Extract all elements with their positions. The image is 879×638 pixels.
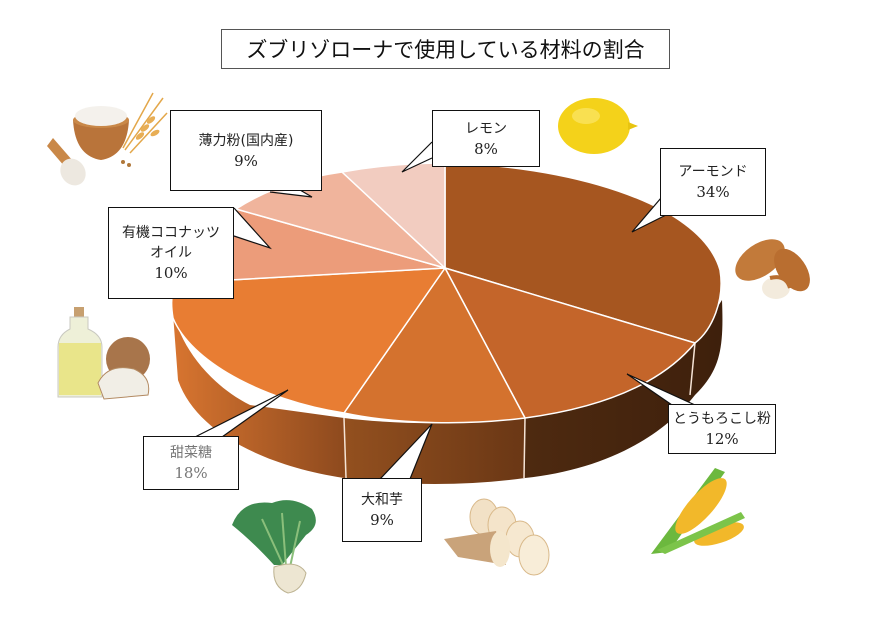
chart-title: ズブリゾローナで使用している材料の割合 <box>221 29 670 69</box>
callout-flour: 薄力粉(国内産) 9% <box>170 110 322 191</box>
flour-image <box>47 92 168 186</box>
coconut-oil-image <box>57 307 150 400</box>
callout-yam: 大和芋 9% <box>342 478 422 542</box>
callout-beet: 甜菜糖 18% <box>143 436 239 490</box>
callout-label-2: オイル <box>150 245 192 261</box>
callout-label: レモン <box>465 120 507 137</box>
almond-image <box>735 239 810 299</box>
callout-label: 甜菜糖 <box>170 445 212 461</box>
callout-percent: 12% <box>705 430 739 448</box>
callout-corn: とうもろこし粉 12% <box>668 404 776 454</box>
callout-label: 薄力粉(国内産) <box>198 132 294 149</box>
callout-label: 大和芋 <box>361 492 403 508</box>
yam-image <box>444 498 550 576</box>
sugar-beet-image <box>232 500 316 594</box>
callout-percent: 10% <box>154 264 188 282</box>
callout-almond: アーモンド 34% <box>660 148 766 216</box>
callout-label: 有機ココナッツ <box>122 225 220 241</box>
pie-top-face <box>170 162 722 424</box>
callout-label: とうもろこし粉 <box>673 411 771 427</box>
pie-side-walls <box>172 300 723 484</box>
callout-percent: 18% <box>174 464 208 482</box>
callout-label: アーモンド <box>678 164 748 180</box>
slice-corn <box>444 267 696 419</box>
callout-percent: 8% <box>474 139 498 158</box>
callout-percent: 9% <box>234 151 258 170</box>
callout-percent: 9% <box>370 511 394 529</box>
lemon-image <box>558 98 638 154</box>
callout-lemon: レモン 8% <box>432 110 540 167</box>
callout-coconut: 有機ココナッツ オイル 10% <box>108 207 234 299</box>
slice-yam <box>343 267 526 424</box>
corn-image <box>651 468 745 554</box>
callout-percent: 34% <box>696 183 730 201</box>
